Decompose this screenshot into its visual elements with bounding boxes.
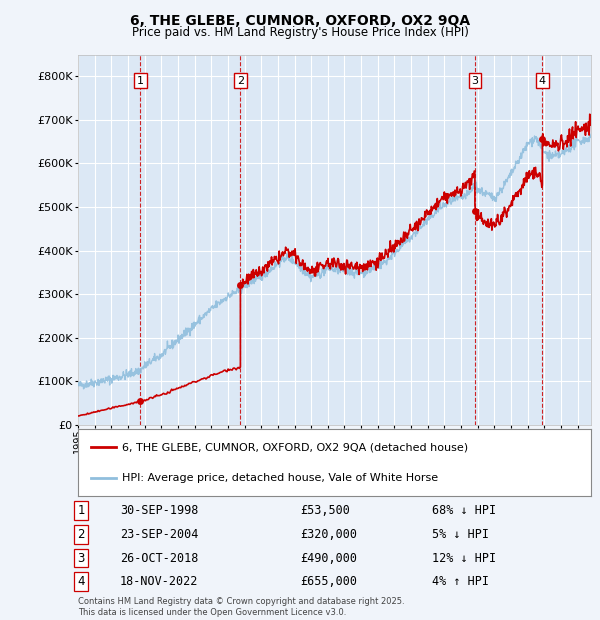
Text: 1: 1 xyxy=(137,76,144,86)
Text: £320,000: £320,000 xyxy=(300,528,357,541)
Text: 18-NOV-2022: 18-NOV-2022 xyxy=(120,575,199,588)
Text: 26-OCT-2018: 26-OCT-2018 xyxy=(120,552,199,564)
Text: 1: 1 xyxy=(77,505,85,517)
Text: 6, THE GLEBE, CUMNOR, OXFORD, OX2 9QA (detached house): 6, THE GLEBE, CUMNOR, OXFORD, OX2 9QA (d… xyxy=(122,442,468,452)
Text: 2: 2 xyxy=(237,76,244,86)
Text: £655,000: £655,000 xyxy=(300,575,357,588)
Text: 4: 4 xyxy=(539,76,546,86)
Text: 12% ↓ HPI: 12% ↓ HPI xyxy=(432,552,496,564)
Text: 30-SEP-1998: 30-SEP-1998 xyxy=(120,505,199,517)
Text: Price paid vs. HM Land Registry's House Price Index (HPI): Price paid vs. HM Land Registry's House … xyxy=(131,26,469,39)
Text: 2: 2 xyxy=(77,528,85,541)
Text: 4: 4 xyxy=(77,575,85,588)
Text: 23-SEP-2004: 23-SEP-2004 xyxy=(120,528,199,541)
Text: HPI: Average price, detached house, Vale of White Horse: HPI: Average price, detached house, Vale… xyxy=(122,473,438,483)
Text: 5% ↓ HPI: 5% ↓ HPI xyxy=(432,528,489,541)
Text: 3: 3 xyxy=(77,552,85,564)
Text: 68% ↓ HPI: 68% ↓ HPI xyxy=(432,505,496,517)
Text: 6, THE GLEBE, CUMNOR, OXFORD, OX2 9QA: 6, THE GLEBE, CUMNOR, OXFORD, OX2 9QA xyxy=(130,14,470,28)
Text: 3: 3 xyxy=(472,76,478,86)
Text: £490,000: £490,000 xyxy=(300,552,357,564)
Text: Contains HM Land Registry data © Crown copyright and database right 2025.
This d: Contains HM Land Registry data © Crown c… xyxy=(78,598,404,617)
Text: £53,500: £53,500 xyxy=(300,505,350,517)
Text: 4% ↑ HPI: 4% ↑ HPI xyxy=(432,575,489,588)
